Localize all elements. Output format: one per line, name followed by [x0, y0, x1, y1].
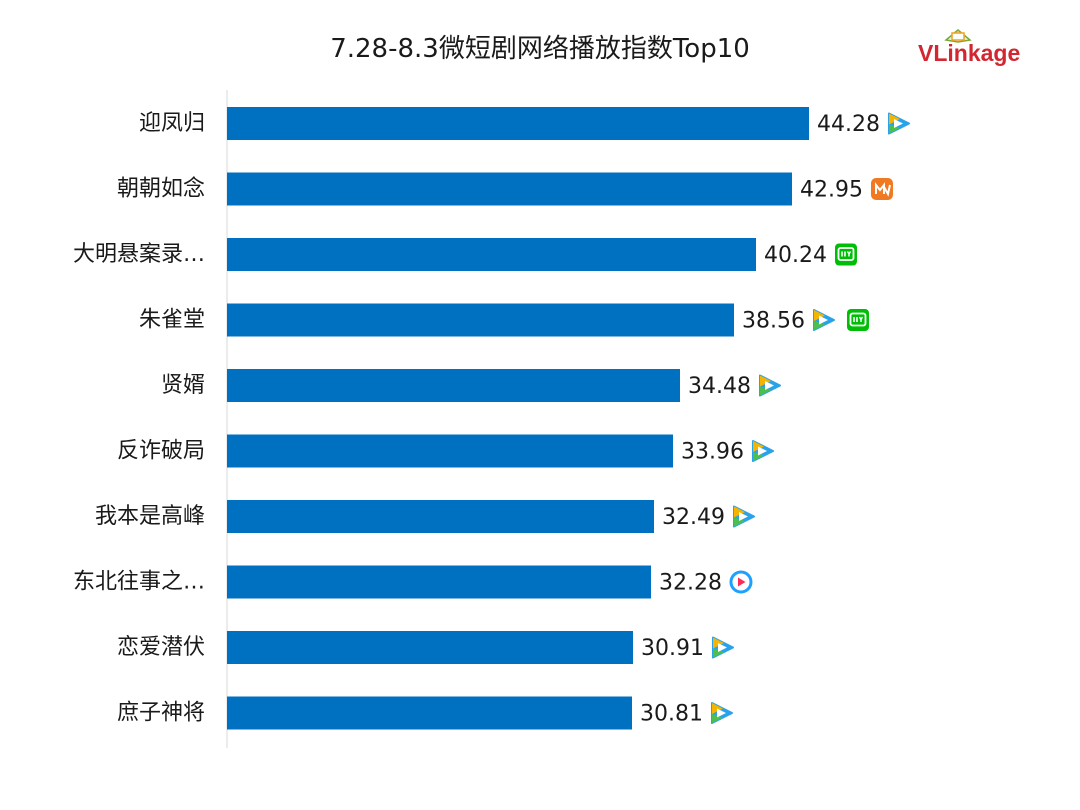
data-label: 32.28 [659, 571, 722, 596]
tencent-video-icon [812, 309, 835, 331]
bar [227, 500, 654, 533]
bar [227, 631, 633, 664]
tencent-video-icon [751, 440, 774, 462]
bar [227, 565, 651, 599]
youku-icon [729, 570, 753, 594]
data-label: 33.96 [681, 440, 744, 465]
data-label: 44.28 [817, 112, 880, 137]
category-label: 朝朝如念 [117, 177, 205, 202]
brand-logo: VLinkage [918, 28, 1028, 72]
category-label: 贤婿 [161, 373, 205, 398]
tencent-video-icon [758, 374, 781, 397]
category-label: 反诈破局 [117, 439, 205, 464]
data-label: 34.48 [688, 374, 751, 399]
data-label: 38.56 [742, 309, 805, 334]
category-label: 庶子神将 [117, 701, 205, 726]
bar [227, 172, 792, 206]
mango-tv-icon [870, 178, 893, 200]
data-label: 30.81 [640, 702, 703, 727]
brand-name: VLinkage [918, 40, 1021, 66]
data-label: 30.91 [641, 636, 704, 661]
chart-title: 7.28-8.3微短剧网络播放指数Top10 [330, 34, 750, 64]
iqiyi-icon [846, 309, 869, 331]
category-label: 东北往事之… [73, 570, 205, 595]
tencent-video-icon [732, 505, 755, 528]
bar [227, 369, 680, 402]
bar [227, 303, 734, 337]
category-label: 迎凤归 [139, 111, 205, 136]
data-label: 42.95 [800, 178, 863, 203]
category-label: 朱雀堂 [139, 308, 205, 333]
bar [227, 434, 673, 468]
tencent-video-icon [887, 112, 910, 135]
category-label: 恋爱潜伏 [117, 635, 205, 660]
tencent-video-icon [711, 636, 734, 659]
brand-emblem-icon [944, 29, 972, 43]
data-label: 40.24 [764, 243, 827, 268]
iqiyi-icon [834, 243, 857, 266]
category-label: 我本是高峰 [95, 504, 205, 529]
bar [227, 107, 809, 140]
tencent-video-icon [710, 702, 733, 724]
bar [227, 696, 632, 730]
category-label: 大明悬案录… [73, 242, 205, 267]
bar [227, 238, 756, 271]
data-label: 32.49 [662, 505, 725, 530]
